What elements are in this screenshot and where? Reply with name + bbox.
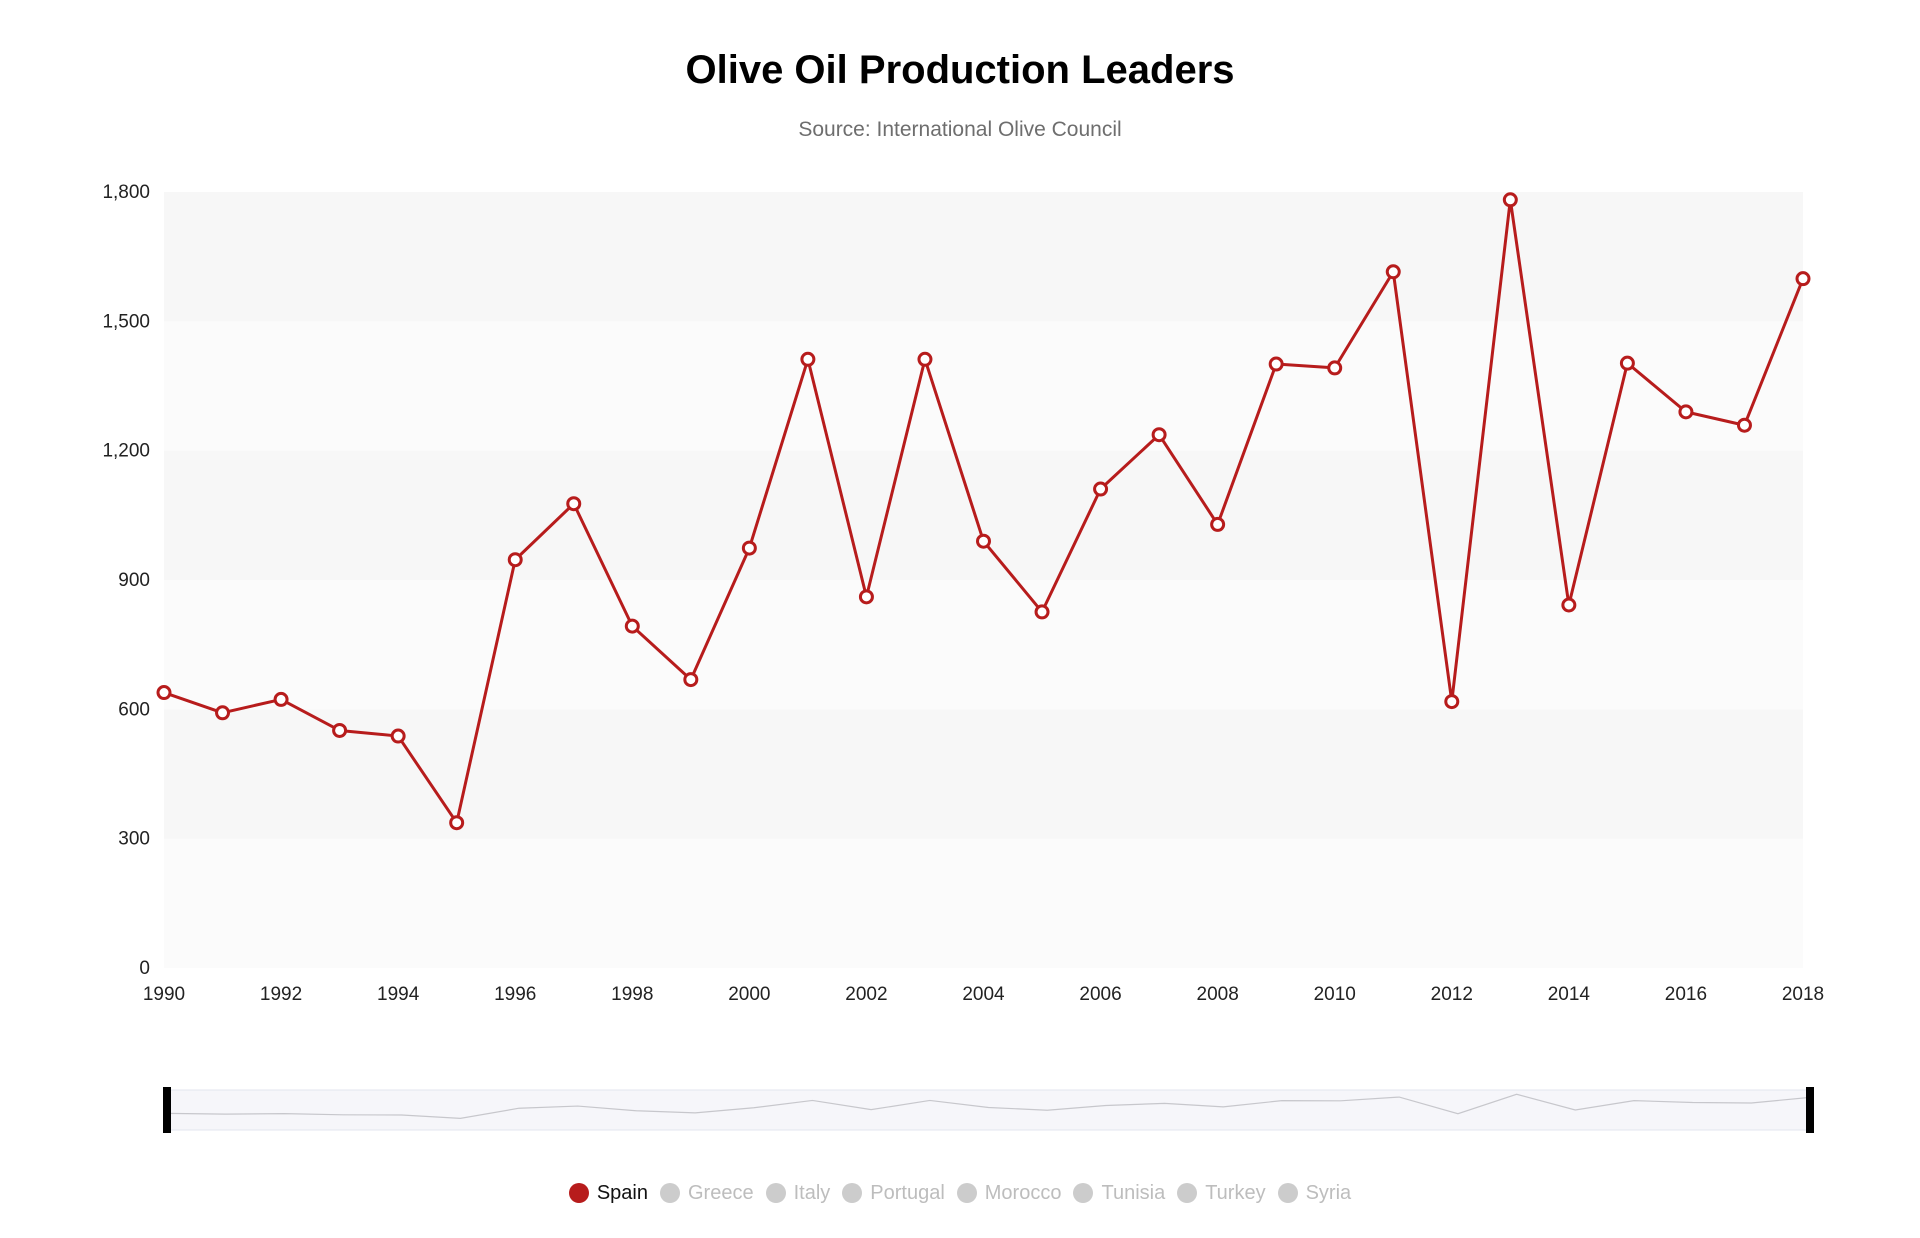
x-tick-label: 1990 <box>143 984 185 1005</box>
data-point[interactable] <box>1795 271 1811 287</box>
zoom-track[interactable] <box>166 1089 1811 1131</box>
y-tick-label: 1,200 <box>102 441 150 462</box>
legend-marker-icon <box>1177 1183 1198 1203</box>
data-point[interactable] <box>1268 356 1284 372</box>
x-tick-label: 2016 <box>1665 984 1707 1005</box>
data-point[interactable] <box>449 815 465 831</box>
y-tick-label: 1,500 <box>102 311 150 332</box>
data-point[interactable] <box>1327 360 1343 376</box>
legend-marker-icon <box>1073 1183 1094 1203</box>
legend-item-greece[interactable]: Greece <box>659 1181 754 1205</box>
y-tick-label: 300 <box>118 829 150 850</box>
grid-band <box>164 709 1803 839</box>
grid-band <box>164 321 1803 451</box>
data-zoom-slider[interactable] <box>163 1087 1814 1133</box>
legend-item-italy[interactable]: Italy <box>765 1181 831 1205</box>
x-axis: 1990 1992 1994 1996 1998 2000 2002 2004 2006 2008… <box>143 984 1824 1005</box>
legend-marker-icon <box>659 1183 680 1203</box>
data-point[interactable] <box>215 705 231 721</box>
data-point[interactable] <box>976 533 991 549</box>
data-point[interactable] <box>741 540 757 556</box>
data-point[interactable] <box>624 618 640 634</box>
legend: Spain Greece Italy Portugal Morocco Tunisia Tu… <box>0 1175 1920 1211</box>
y-tick-label: 600 <box>118 699 150 720</box>
legend-item-spain[interactable]: Spain <box>568 1181 648 1205</box>
data-point[interactable] <box>273 691 289 707</box>
legend-marker-icon <box>568 1183 589 1203</box>
y-axis: 0 300 600 900 1,200 1,500 1,800 <box>102 182 150 979</box>
legend-label: Spain <box>596 1181 648 1204</box>
data-point[interactable] <box>507 552 523 568</box>
data-point[interactable] <box>1093 481 1109 497</box>
data-point[interactable] <box>332 722 348 738</box>
grid-band <box>164 580 1803 710</box>
legend-label: Portugal <box>870 1181 945 1204</box>
legend-item-syria[interactable]: Syria <box>1277 1181 1352 1205</box>
data-point[interactable] <box>1619 355 1635 371</box>
data-point[interactable] <box>1561 597 1577 613</box>
x-tick-label: 2002 <box>845 984 887 1005</box>
data-point[interactable] <box>1385 264 1401 280</box>
series-spain <box>156 192 1811 831</box>
data-point[interactable] <box>683 672 699 688</box>
grid-bands <box>164 192 1803 968</box>
legend-item-morocco[interactable]: Morocco <box>956 1181 1062 1205</box>
grid-band <box>164 450 1803 580</box>
chart-subtitle: Source: International Olive Council <box>798 118 1122 141</box>
legend-item-turkey[interactable]: Turkey <box>1177 1181 1266 1205</box>
y-tick-label: 900 <box>118 570 150 591</box>
chart-title: Olive Oil Production Leaders <box>685 48 1235 92</box>
legend-marker-icon <box>1277 1183 1298 1203</box>
data-point[interactable] <box>1151 427 1167 443</box>
x-tick-label: 2010 <box>1314 984 1356 1005</box>
data-point[interactable] <box>1210 516 1226 532</box>
y-tick-label: 1,800 <box>102 182 150 203</box>
x-tick-label: 1992 <box>260 984 302 1005</box>
legend-marker-icon <box>842 1183 863 1203</box>
data-point[interactable] <box>800 351 816 367</box>
data-point[interactable] <box>1502 192 1518 208</box>
zoom-handle-left[interactable] <box>163 1087 171 1133</box>
zoom-handle-right[interactable] <box>1806 1087 1814 1133</box>
legend-label: Italy <box>793 1181 831 1204</box>
data-point[interactable] <box>1678 404 1694 420</box>
data-point[interactable] <box>858 589 874 605</box>
legend-label: Syria <box>1305 1181 1352 1204</box>
legend-marker-icon <box>956 1183 977 1203</box>
data-point[interactable] <box>1034 604 1050 620</box>
x-tick-label: 1994 <box>377 984 420 1005</box>
legend-label: Morocco <box>984 1181 1062 1204</box>
y-tick-label: 0 <box>139 958 150 979</box>
x-tick-label: 2014 <box>1548 984 1591 1005</box>
x-tick-label: 2006 <box>1079 984 1121 1005</box>
data-point[interactable] <box>1736 417 1752 433</box>
zoom-preview-line <box>166 1093 1811 1119</box>
x-tick-label: 1998 <box>611 984 653 1005</box>
legend-label: Greece <box>687 1181 754 1204</box>
data-point[interactable] <box>566 496 582 512</box>
legend-marker-icon <box>765 1183 786 1203</box>
x-tick-label: 2004 <box>962 984 1005 1005</box>
x-tick-label: 2000 <box>728 984 770 1005</box>
legend-item-portugal[interactable]: Portugal <box>842 1182 945 1205</box>
grid-band <box>164 838 1803 968</box>
x-tick-label: 2008 <box>1197 984 1239 1005</box>
legend-label: Tunisia <box>1101 1181 1166 1204</box>
data-point[interactable] <box>917 351 933 367</box>
legend-item-tunisia[interactable]: Tunisia <box>1073 1182 1165 1205</box>
data-point[interactable] <box>1444 694 1460 710</box>
data-point[interactable] <box>390 728 406 744</box>
x-tick-label: 2012 <box>1431 984 1473 1005</box>
x-tick-label: 1996 <box>494 984 536 1005</box>
grid-band <box>164 192 1803 322</box>
x-tick-label: 2018 <box>1782 984 1824 1005</box>
data-point[interactable] <box>156 685 172 701</box>
legend-label: Turkey <box>1205 1181 1266 1204</box>
